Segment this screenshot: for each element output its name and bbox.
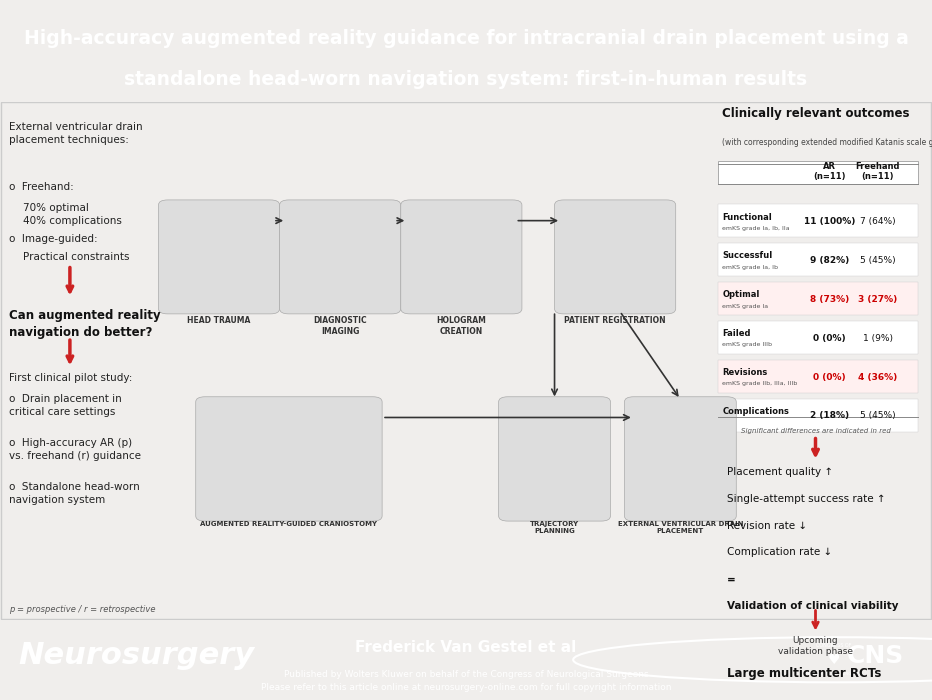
FancyBboxPatch shape: [718, 399, 918, 432]
FancyBboxPatch shape: [499, 397, 610, 521]
Text: Single-attempt success rate ↑: Single-attempt success rate ↑: [727, 494, 885, 503]
Text: o  Drain placement in
critical care settings: o Drain placement in critical care setti…: [9, 394, 122, 417]
Text: =: =: [727, 575, 735, 584]
Text: HOLOGRAM
CREATION: HOLOGRAM CREATION: [436, 316, 487, 336]
Text: External ventricular drain
placement techniques:: External ventricular drain placement tec…: [9, 122, 143, 146]
Text: 1 (9%): 1 (9%): [863, 334, 893, 343]
Text: 4 (36%): 4 (36%): [858, 372, 898, 382]
Text: 70% optimal
40% complications: 70% optimal 40% complications: [23, 202, 122, 225]
Text: EXTERNAL VENTRICULAR DRAIN
PLACEMENT: EXTERNAL VENTRICULAR DRAIN PLACEMENT: [618, 521, 743, 534]
Text: o  Freehand:: o Freehand:: [9, 182, 74, 192]
Text: DIAGNOSTIC
IMAGING: DIAGNOSTIC IMAGING: [313, 316, 367, 336]
Text: Revisions: Revisions: [722, 368, 768, 377]
Text: TRAJECTORY
PLANNING: TRAJECTORY PLANNING: [530, 521, 579, 534]
Text: Practical constraints: Practical constraints: [23, 252, 130, 262]
Text: o  High-accuracy AR (p)
vs. freehand (r) guidance: o High-accuracy AR (p) vs. freehand (r) …: [9, 438, 142, 461]
FancyBboxPatch shape: [196, 397, 382, 521]
Text: emKS grade IIIb: emKS grade IIIb: [722, 342, 773, 347]
Text: 11 (100%): 11 (100%): [803, 217, 856, 226]
FancyBboxPatch shape: [718, 204, 918, 237]
Text: PATIENT REGISTRATION: PATIENT REGISTRATION: [564, 316, 666, 326]
Text: Please refer to this article online at neurosurgery-online.com for full copyrigh: Please refer to this article online at n…: [261, 683, 671, 692]
Text: 0 (0%): 0 (0%): [813, 334, 846, 343]
FancyBboxPatch shape: [280, 200, 401, 314]
Text: AUGMENTED REALITY-GUIDED CRANIOSTOMY: AUGMENTED REALITY-GUIDED CRANIOSTOMY: [200, 521, 377, 527]
Text: HEAD TRAUMA: HEAD TRAUMA: [187, 316, 251, 326]
Text: Functional: Functional: [722, 213, 772, 221]
Text: CNS: CNS: [847, 644, 904, 668]
Text: p = prospective / r = retrospective: p = prospective / r = retrospective: [9, 606, 156, 615]
Text: Complication rate ↓: Complication rate ↓: [727, 547, 832, 557]
Text: Validation of clinical viability: Validation of clinical viability: [727, 601, 898, 611]
Text: Successful: Successful: [722, 251, 773, 260]
Text: CONGRESS OF: CONGRESS OF: [816, 643, 852, 648]
Text: 5 (45%): 5 (45%): [860, 412, 896, 421]
Text: 7 (64%): 7 (64%): [860, 217, 896, 226]
Text: Upcoming
validation phase: Upcoming validation phase: [778, 636, 853, 656]
FancyBboxPatch shape: [718, 321, 918, 354]
Text: Revision rate ↓: Revision rate ↓: [727, 521, 807, 531]
Text: emKS grade Ia, Ib: emKS grade Ia, Ib: [722, 265, 778, 270]
Text: AR
(n=11): AR (n=11): [814, 162, 845, 181]
FancyBboxPatch shape: [718, 244, 918, 276]
FancyBboxPatch shape: [555, 200, 676, 314]
FancyBboxPatch shape: [158, 200, 280, 314]
Text: Freehand
(n=11): Freehand (n=11): [856, 162, 900, 181]
Text: 0 (0%): 0 (0%): [813, 372, 846, 382]
FancyBboxPatch shape: [718, 282, 918, 315]
Text: Neurosurgery: Neurosurgery: [19, 641, 254, 670]
Text: Significant differences are indicated in red: Significant differences are indicated in…: [741, 428, 890, 434]
Text: Frederick Van Gestel et al: Frederick Van Gestel et al: [355, 640, 577, 655]
Text: emKS grade IIb, IIIa, IIIb: emKS grade IIb, IIIa, IIIb: [722, 382, 798, 386]
Text: ♥: ♥: [828, 652, 841, 666]
Text: o  Standalone head-worn
navigation system: o Standalone head-worn navigation system: [9, 482, 140, 505]
Text: 3 (27%): 3 (27%): [858, 295, 898, 304]
Text: First clinical pilot study:: First clinical pilot study:: [9, 374, 132, 384]
Text: Can augmented reality
navigation do better?: Can augmented reality navigation do bett…: [9, 309, 161, 339]
Text: 2 (18%): 2 (18%): [810, 412, 849, 421]
Text: (with corresponding extended modified Katanis scale grades): (with corresponding extended modified Ka…: [722, 138, 932, 147]
FancyBboxPatch shape: [401, 200, 522, 314]
Text: Clinically relevant outcomes: Clinically relevant outcomes: [722, 106, 910, 120]
Text: 9 (82%): 9 (82%): [810, 256, 849, 265]
Text: Published by Wolters Kluwer on behalf of the Congress of Neurological Surgeons: Published by Wolters Kluwer on behalf of…: [283, 670, 649, 679]
Text: Optimal: Optimal: [722, 290, 760, 299]
Text: o  Image-guided:: o Image-guided:: [9, 234, 98, 244]
Text: emKS grade Ia, Ib, IIa: emKS grade Ia, Ib, IIa: [722, 226, 790, 231]
Text: NEUROLOGICAL SURGEONS: NEUROLOGICAL SURGEONS: [805, 672, 863, 676]
Text: Large multicenter RCTs: Large multicenter RCTs: [727, 667, 882, 680]
Text: Placement quality ↑: Placement quality ↑: [727, 467, 833, 477]
FancyBboxPatch shape: [718, 161, 918, 184]
FancyBboxPatch shape: [624, 397, 736, 521]
Text: High-accuracy augmented reality guidance for intracranial drain placement using : High-accuracy augmented reality guidance…: [23, 29, 909, 48]
Text: emKS grade Ia: emKS grade Ia: [722, 304, 768, 309]
Text: Failed: Failed: [722, 329, 751, 338]
FancyBboxPatch shape: [718, 360, 918, 393]
Text: 5 (45%): 5 (45%): [860, 256, 896, 265]
Text: standalone head-worn navigation system: first-in-human results: standalone head-worn navigation system: …: [125, 70, 807, 89]
Text: Complications: Complications: [722, 407, 789, 416]
Text: 8 (73%): 8 (73%): [810, 295, 849, 304]
